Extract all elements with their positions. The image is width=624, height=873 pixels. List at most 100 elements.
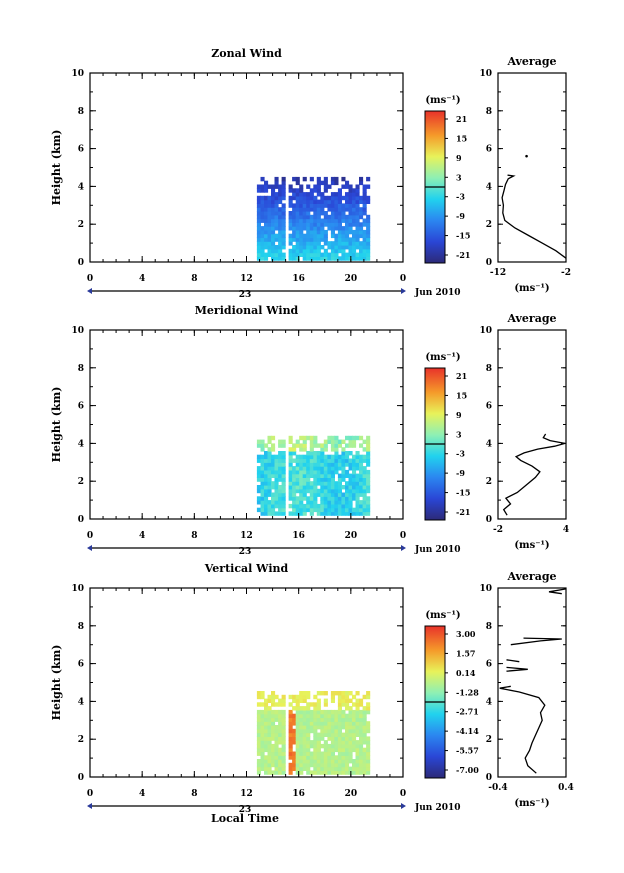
heatmap-cell	[323, 458, 328, 463]
heatmap-cell	[292, 755, 297, 760]
heatmap-cell	[256, 184, 261, 189]
heatmap-cell	[362, 222, 367, 227]
heatmap-cell	[362, 469, 367, 475]
heatmap-cell	[323, 195, 328, 201]
heatmap-cell	[334, 485, 339, 490]
heatmap-cell	[278, 248, 283, 254]
heatmap-cell	[306, 721, 311, 726]
heatmap-cell	[292, 211, 297, 216]
heatmap-cell	[299, 458, 304, 463]
heatmap-cell	[341, 454, 346, 460]
heatmap-cell	[295, 488, 300, 494]
heatmap-cell	[288, 469, 293, 475]
heatmap-cell	[341, 195, 346, 201]
heatmap-cell	[309, 207, 314, 212]
heatmap-cell	[267, 503, 272, 509]
heatmap-cell	[323, 496, 328, 501]
heatmap-cell	[260, 466, 265, 471]
profile-y-tick-label: 10	[479, 326, 492, 336]
heatmap-cell	[327, 466, 332, 471]
heatmap-cell	[348, 252, 353, 257]
heatmap-cell	[334, 233, 339, 239]
heatmap-cell	[327, 713, 332, 719]
heatmap-cell	[355, 770, 360, 775]
heatmap-cell	[330, 241, 335, 246]
heatmap-cell	[288, 447, 293, 452]
heatmap-cell	[366, 728, 371, 734]
heatmap-cell	[359, 199, 364, 204]
heatmap-cell	[323, 462, 328, 467]
heatmap-cell	[366, 747, 371, 753]
heatmap-cell	[267, 721, 272, 726]
heatmap-cell	[313, 237, 318, 242]
heatmap-cell	[359, 481, 364, 486]
heatmap-cell	[278, 713, 283, 719]
heatmap-cell	[345, 207, 350, 212]
heatmap-cell	[334, 207, 339, 212]
heatmap-cell	[309, 203, 314, 208]
heatmap-cell	[316, 466, 321, 471]
heatmap-cell	[295, 728, 300, 734]
heatmap-cell	[278, 762, 283, 768]
heatmap-cell	[348, 500, 353, 505]
heatmap-cell	[316, 462, 321, 467]
heatmap-cell	[366, 447, 371, 452]
heatmap-cell	[306, 713, 311, 719]
heatmap-cell	[306, 770, 311, 775]
heatmap-cell	[330, 751, 335, 756]
heatmap-cell	[341, 732, 346, 737]
heatmap-cell	[281, 214, 286, 220]
heatmap-cell	[302, 222, 307, 227]
heatmap-cell	[359, 725, 364, 730]
heatmap-cell	[260, 176, 265, 182]
heatmap-cell	[366, 439, 371, 444]
heatmap-cell	[362, 770, 367, 775]
heatmap-cell	[362, 736, 367, 741]
heatmap-cell	[278, 207, 283, 212]
colorbar-tick-label: -1.28	[456, 687, 479, 697]
profile-y-tick-label: 10	[479, 69, 492, 79]
heatmap-cell	[337, 732, 342, 737]
heatmap-cell	[274, 252, 279, 257]
heatmap-cell	[352, 435, 357, 441]
heatmap-cell	[256, 691, 261, 696]
heatmap-cell	[295, 706, 300, 711]
heatmap-cell	[355, 435, 360, 441]
heatmap-cell	[274, 492, 279, 497]
heatmap-cell	[306, 743, 311, 749]
heatmap-cell	[366, 702, 371, 707]
heatmap-cell	[281, 229, 286, 235]
heatmap-cell	[278, 759, 283, 764]
heatmap-cell	[267, 728, 272, 734]
y-tick-label: 0	[78, 515, 84, 525]
heatmap-cell	[337, 766, 342, 771]
heatmap-cell	[295, 732, 300, 737]
heatmap-cell	[348, 755, 353, 760]
heatmap-cell	[299, 691, 304, 696]
heatmap-cell	[359, 226, 364, 231]
y-tick-label: 2	[78, 477, 84, 487]
heatmap-cell	[345, 694, 350, 700]
heatmap-cell	[366, 233, 371, 239]
heatmap-cell	[359, 717, 364, 722]
heatmap-cell	[302, 728, 307, 734]
heatmap-cell	[295, 245, 300, 250]
y-tick-label: 2	[78, 735, 84, 745]
heatmap-cell	[313, 443, 318, 448]
heatmap-cell	[352, 256, 357, 261]
heatmap-cell	[295, 199, 300, 204]
heatmap-cell	[309, 759, 314, 764]
heatmap-cell	[341, 211, 346, 216]
heatmap-cell	[302, 203, 307, 208]
heatmap-cell	[264, 485, 269, 490]
heatmap-cell	[309, 488, 314, 494]
heatmap-cell	[288, 721, 293, 726]
heatmap-cell	[271, 226, 276, 231]
heatmap-cell	[267, 466, 272, 471]
heatmap-cell	[267, 199, 272, 204]
heatmap-cell	[337, 481, 342, 486]
heatmap-cell	[302, 241, 307, 246]
heatmap-cell	[260, 256, 265, 261]
